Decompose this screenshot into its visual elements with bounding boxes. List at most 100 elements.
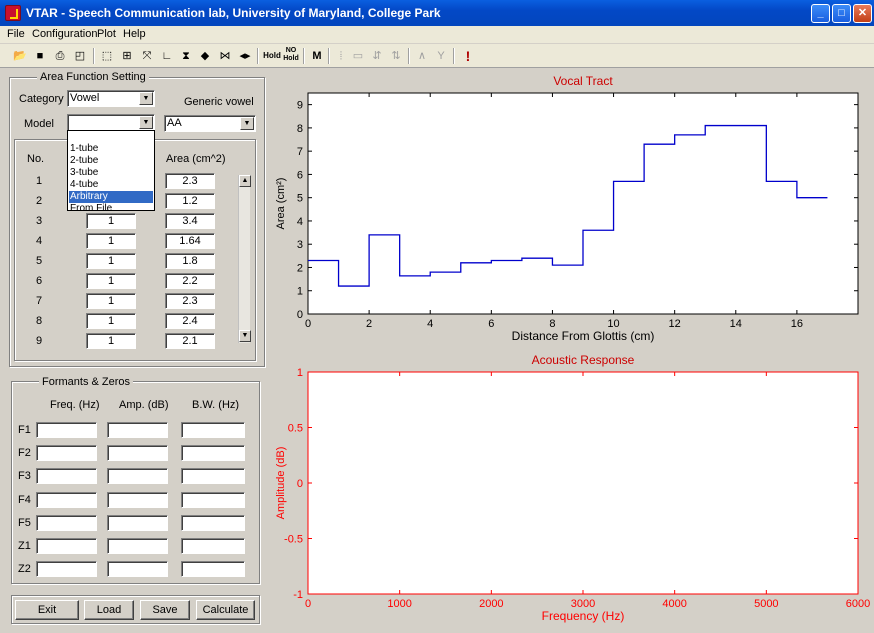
formant-icon[interactable]: ∧ bbox=[417, 50, 427, 62]
x-tick-label: 4 bbox=[427, 318, 433, 330]
tube-length-input[interactable]: 1 bbox=[86, 333, 136, 349]
row-number: 5 bbox=[36, 255, 43, 267]
alert-icon[interactable]: ! bbox=[465, 48, 471, 64]
chevron-down-icon[interactable]: ▼ bbox=[139, 92, 153, 105]
formant-amp-input[interactable] bbox=[107, 422, 168, 438]
chart-title: Acoustic Response bbox=[532, 353, 635, 367]
model-option-1-tube[interactable]: 1-tube bbox=[70, 143, 99, 154]
formant-bw-input[interactable] bbox=[181, 468, 245, 485]
model-option-2-tube[interactable]: 2-tube bbox=[70, 155, 99, 166]
formant-freq-input[interactable] bbox=[36, 445, 97, 462]
formant-row-label: F3 bbox=[18, 470, 31, 483]
axis-icon[interactable]: ∟ bbox=[161, 50, 173, 62]
zoom-fit-icon[interactable]: ⊞ bbox=[122, 50, 132, 62]
menu-help[interactable]: Help bbox=[123, 28, 146, 40]
tube-length-input[interactable]: 1 bbox=[86, 313, 136, 329]
formant-bw-input[interactable] bbox=[181, 561, 245, 578]
menu-file[interactable]: File bbox=[7, 28, 25, 40]
title-bar[interactable]: VTAR - Speech Communication lab, Univers… bbox=[0, 0, 874, 26]
formant-amp-input[interactable] bbox=[107, 445, 168, 462]
formant-bw-input[interactable] bbox=[181, 422, 245, 438]
print-preview-icon[interactable]: ◰ bbox=[74, 50, 86, 62]
calculate-button[interactable]: Calculate bbox=[196, 600, 255, 620]
row-number: 9 bbox=[36, 335, 43, 347]
button-panel bbox=[11, 595, 260, 624]
tube-area-input[interactable]: 1.8 bbox=[165, 253, 215, 269]
model-select[interactable]: ▼ bbox=[67, 114, 155, 131]
tube-area-input[interactable]: 1.64 bbox=[165, 233, 215, 249]
chevron-down-icon[interactable]: ▼ bbox=[139, 116, 153, 129]
formant-bw-input[interactable] bbox=[181, 514, 245, 531]
mouse-icon[interactable]: M bbox=[312, 50, 322, 62]
row-number: 2 bbox=[36, 195, 43, 207]
scroll-down-icon[interactable]: ▼ bbox=[239, 330, 251, 342]
open-icon[interactable]: 📂 bbox=[13, 50, 27, 62]
remove-tube-icon[interactable]: ⇅ bbox=[391, 50, 401, 62]
expand-horizontal-icon[interactable]: ◂▸ bbox=[239, 50, 251, 62]
formant-row-label: F4 bbox=[18, 493, 31, 506]
model-option-4-tube[interactable]: 4-tube bbox=[70, 179, 99, 190]
tube-area-input[interactable]: 3.4 bbox=[165, 213, 215, 229]
tube-length-input[interactable]: 1 bbox=[86, 253, 136, 269]
toolbar-separator bbox=[328, 48, 330, 64]
collapse-vertical-icon[interactable]: ⧗ bbox=[182, 50, 190, 62]
print-icon[interactable]: ⎙ bbox=[55, 50, 65, 62]
y-tick-label: 3 bbox=[297, 239, 303, 251]
x-axis-label: Distance From Glottis (cm) bbox=[512, 329, 655, 343]
tube-area-input[interactable]: 2.3 bbox=[165, 173, 215, 189]
tube-area-input[interactable]: 1.2 bbox=[165, 193, 215, 209]
add-tube-icon[interactable]: ⇵ bbox=[372, 50, 382, 62]
save-icon[interactable]: ■ bbox=[36, 50, 44, 62]
model-option-from-file[interactable]: From File bbox=[70, 203, 113, 214]
formant-freq-input[interactable] bbox=[36, 561, 97, 578]
formant-freq-input[interactable] bbox=[36, 491, 97, 508]
tube-length-input[interactable]: 1 bbox=[86, 213, 136, 229]
collapse-horizontal-icon[interactable]: ⋈ bbox=[219, 50, 231, 62]
scroll-up-icon[interactable]: ▲ bbox=[239, 175, 251, 187]
y-tick-label: 0 bbox=[297, 309, 303, 321]
save-button[interactable]: Save bbox=[140, 600, 190, 620]
menu-plot[interactable]: Plot bbox=[97, 28, 116, 40]
grid-icon[interactable]: ⦙ bbox=[339, 50, 343, 62]
select-region-icon[interactable]: ⬚ bbox=[101, 50, 113, 62]
tube-area-input[interactable]: 2.2 bbox=[165, 273, 215, 289]
generic-vowel-select[interactable]: AA ▼ bbox=[164, 115, 256, 132]
close-button[interactable]: ✕ bbox=[853, 4, 872, 23]
tube-icon[interactable]: ▭ bbox=[352, 50, 364, 62]
tube-length-input[interactable]: 1 bbox=[86, 233, 136, 249]
model-option-arbitrary[interactable]: Arbitrary bbox=[69, 191, 153, 203]
formant-amp-input[interactable] bbox=[107, 491, 168, 508]
formant-freq-input[interactable] bbox=[36, 514, 97, 531]
formant-bw-input[interactable] bbox=[181, 445, 245, 462]
menu-bar: File Configuration Plot Help bbox=[0, 26, 874, 43]
area-table-scrollbar[interactable]: ▲ ▼ bbox=[238, 175, 251, 343]
category-select[interactable]: Vowel ▼ bbox=[67, 90, 155, 107]
formant-amp-input[interactable] bbox=[107, 538, 168, 554]
tube-area-input[interactable]: 2.3 bbox=[165, 293, 215, 309]
formant-freq-input[interactable] bbox=[36, 422, 97, 438]
formant-amp-input[interactable] bbox=[107, 561, 168, 578]
formant-freq-input[interactable] bbox=[36, 538, 97, 554]
model-dropdown-list[interactable]: 1-tube 2-tube 3-tube 4-tube Arbitrary Fr… bbox=[67, 130, 155, 214]
hold-icon[interactable]: Hold bbox=[263, 51, 281, 60]
formant-amp-input[interactable] bbox=[107, 514, 168, 531]
formant-bw-input[interactable] bbox=[181, 491, 245, 508]
minimize-button[interactable]: _ bbox=[811, 4, 830, 23]
exit-button[interactable]: Exit bbox=[15, 600, 79, 620]
formant-bw-input[interactable] bbox=[181, 538, 245, 554]
maximize-button[interactable]: □ bbox=[832, 4, 851, 23]
formant-freq-input[interactable] bbox=[36, 468, 97, 485]
tube-area-input[interactable]: 2.1 bbox=[165, 333, 215, 349]
expand-vertical-icon[interactable]: ◆ bbox=[200, 50, 210, 62]
formant-amp-input[interactable] bbox=[107, 468, 168, 485]
tube-length-input[interactable]: 1 bbox=[86, 273, 136, 289]
tube-length-input[interactable]: 1 bbox=[86, 293, 136, 309]
model-option-3-tube[interactable]: 3-tube bbox=[70, 167, 99, 178]
tube-area-input[interactable]: 2.4 bbox=[165, 313, 215, 329]
load-button[interactable]: Load bbox=[84, 600, 134, 620]
no-hold-icon[interactable]: NO Hold bbox=[283, 47, 299, 62]
zero-icon[interactable]: Y bbox=[437, 50, 445, 62]
chevron-down-icon[interactable]: ▼ bbox=[240, 117, 254, 130]
menu-configuration[interactable]: Configuration bbox=[32, 28, 98, 40]
expand-icon[interactable]: ⤧ bbox=[142, 50, 152, 62]
